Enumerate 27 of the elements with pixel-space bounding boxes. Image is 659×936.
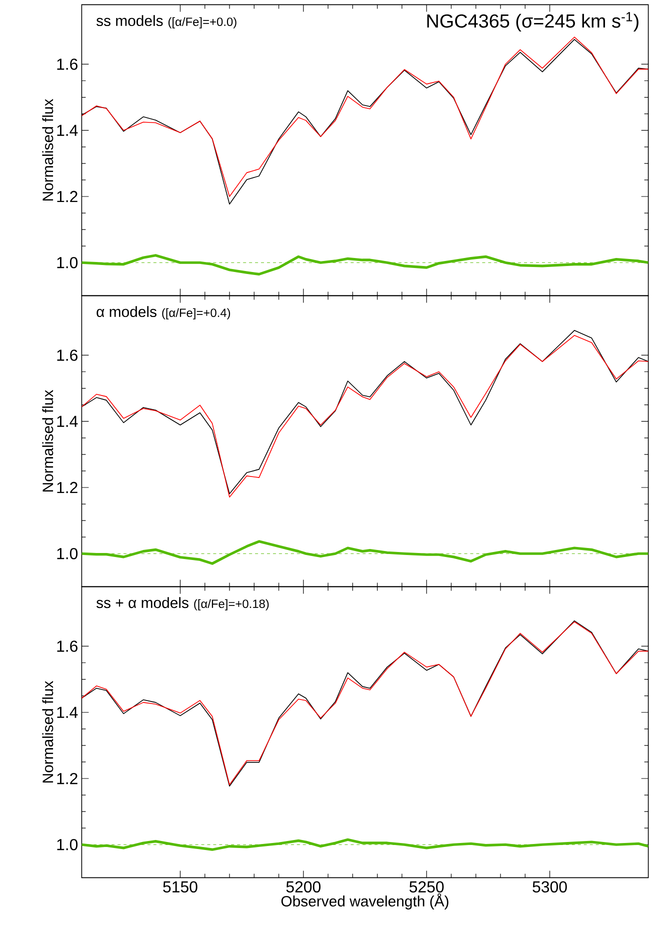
y-tick-label: 1.0 <box>57 548 78 560</box>
x-tick-label: 5250 <box>410 881 444 893</box>
y-tick-label: 1.2 <box>57 772 78 784</box>
annotation: ([α/Fe]=+0.4) <box>162 308 230 320</box>
annotation: ss + α models <box>96 597 188 608</box>
x-tick-label: 5300 <box>532 881 567 893</box>
y-tick-label: 1.6 <box>57 58 78 70</box>
annotation: ss models <box>96 15 163 26</box>
y-axis-title: Normalised flux <box>42 390 54 492</box>
y-tick-label: 1.4 <box>57 124 78 136</box>
y-tick-label: 1.6 <box>57 350 78 361</box>
y-tick-label: 1.0 <box>57 256 78 268</box>
y-tick-label: 1.0 <box>57 838 78 850</box>
y-axis-title: Normalised flux <box>42 98 54 200</box>
x-axis-title: Observed wavelength (Å) <box>281 893 448 910</box>
y-tick-label: 1.2 <box>57 190 78 202</box>
y-tick-label: 1.6 <box>57 640 78 652</box>
annotation: ([α/Fe]=+0.0) <box>168 17 236 28</box>
y-tick-label: 1.2 <box>57 482 78 494</box>
annotation: α models <box>96 306 156 318</box>
x-tick-label: 5150 <box>163 881 198 893</box>
x-tick-label: 5200 <box>286 881 321 893</box>
annotation: ([α/Fe]=+0.18) <box>194 599 269 610</box>
chart-title: NGC4365 (σ=245 km s$^{-1}$) <box>427 12 638 32</box>
y-tick-label: 1.4 <box>57 706 78 718</box>
y-tick-label: 1.4 <box>57 416 78 427</box>
y-axis-title: Normalised flux <box>42 680 54 782</box>
